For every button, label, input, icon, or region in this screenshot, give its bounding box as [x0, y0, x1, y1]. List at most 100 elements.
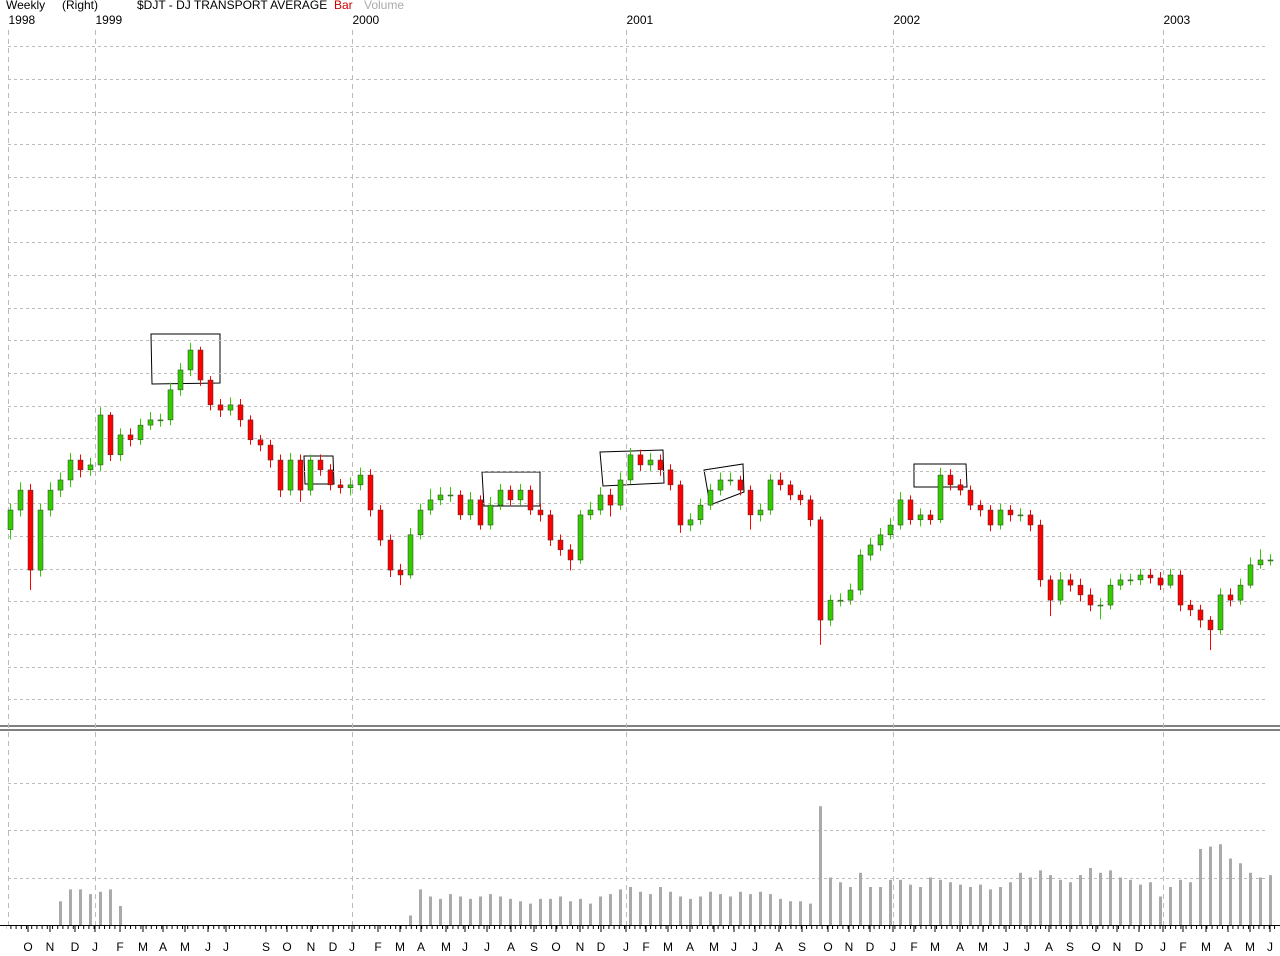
x-tick-label: O	[1091, 940, 1100, 954]
volume-bar	[509, 898, 512, 925]
x-tick-label: J	[1003, 940, 1009, 954]
candle-body	[1017, 514, 1024, 517]
x-tick-label: N	[307, 940, 316, 954]
candle-body	[717, 479, 724, 491]
volume-bar	[439, 898, 442, 925]
x-tick-label: J	[890, 940, 896, 954]
candle-body	[267, 444, 274, 461]
x-tick-label: O	[823, 940, 832, 954]
volume-bar	[459, 896, 462, 925]
volume-bar	[109, 889, 112, 925]
candle-body	[1137, 574, 1144, 581]
x-tick-label: D	[329, 940, 338, 954]
volume-bar	[1129, 879, 1132, 925]
x-tick-label: M	[1201, 940, 1211, 954]
x-tick-label: A	[507, 940, 515, 954]
x-tick-label: F	[374, 940, 381, 954]
candle-body	[987, 509, 994, 526]
volume-bar	[729, 896, 732, 925]
candle-body	[667, 469, 674, 486]
candle-body	[647, 459, 654, 466]
pattern-box	[303, 455, 335, 485]
x-tick-label: F	[116, 940, 123, 954]
volume-bar	[479, 896, 482, 925]
candle-body	[1207, 619, 1214, 631]
volume-bar	[1009, 882, 1012, 925]
x-tick-label: F	[642, 940, 649, 954]
candle-body	[757, 509, 764, 516]
volume-bar	[629, 887, 632, 925]
volume-bar	[1099, 872, 1102, 925]
candle-body	[177, 369, 184, 391]
volume-bar	[869, 887, 872, 925]
x-tick-label: M	[1245, 940, 1255, 954]
candle-body	[97, 414, 104, 466]
volume-bar	[1089, 868, 1092, 925]
volume-bar	[1119, 877, 1122, 925]
volume-bar	[799, 901, 802, 925]
pattern-box	[913, 463, 968, 488]
candle-body	[217, 404, 224, 411]
volume-bar	[1239, 863, 1242, 925]
x-tick-label: A	[159, 940, 167, 954]
volume-bar	[659, 887, 662, 925]
volume-bar	[489, 894, 492, 925]
volume-bar	[639, 891, 642, 925]
x-tick-label: J	[1267, 940, 1273, 954]
volume-bar	[1139, 884, 1142, 925]
minor-ticks	[6, 925, 1278, 929]
candle-body	[517, 489, 524, 501]
candle-body	[617, 479, 624, 506]
candle-body	[87, 464, 94, 471]
volume-bar	[929, 877, 932, 925]
candle-body	[1227, 594, 1234, 601]
x-tick-label: N	[46, 940, 55, 954]
volume-bar	[529, 903, 532, 925]
volume-bar	[989, 889, 992, 925]
volume-bar	[119, 906, 122, 925]
volume-bar	[999, 887, 1002, 925]
volume-bar	[1179, 879, 1182, 925]
volume-bar	[619, 889, 622, 925]
volume-bar	[569, 901, 572, 925]
x-tick-label: D	[71, 940, 80, 954]
candle-body	[1187, 604, 1194, 611]
volume-bar	[649, 894, 652, 925]
candle-body	[877, 534, 884, 546]
volume-bar	[749, 894, 752, 925]
candle-body	[1197, 609, 1204, 621]
candle-body	[107, 414, 114, 456]
candle-body	[677, 484, 684, 526]
candle-body	[747, 489, 754, 516]
volume-bar	[889, 879, 892, 925]
pattern-boxes	[150, 333, 968, 507]
volume-bar	[859, 872, 862, 925]
candle-body	[727, 479, 734, 482]
candle-body	[387, 539, 394, 571]
volume-bar	[1079, 875, 1082, 925]
candle-body	[297, 459, 304, 491]
volume-bar	[819, 806, 822, 925]
x-tick-label: J	[92, 940, 98, 954]
volume-bar	[879, 887, 882, 925]
x-tick-label: A	[956, 940, 964, 954]
candle-body	[627, 454, 634, 481]
candle-body	[537, 509, 544, 516]
x-tick-label: J	[223, 940, 229, 954]
x-tick-label: J	[462, 940, 468, 954]
candle-body	[637, 454, 644, 466]
candle-body	[1067, 579, 1074, 586]
candle-body	[1097, 604, 1104, 607]
year-label: 1999	[96, 13, 123, 27]
volume-bar	[1039, 870, 1042, 925]
candle-body	[327, 469, 334, 486]
volume-bar	[759, 891, 762, 925]
candle-body	[697, 504, 704, 521]
volume-bar	[719, 894, 722, 925]
x-tick-label: N	[1113, 940, 1122, 954]
volume-bar	[709, 891, 712, 925]
volume-bar	[959, 884, 962, 925]
year-label: 2003	[1164, 13, 1191, 27]
